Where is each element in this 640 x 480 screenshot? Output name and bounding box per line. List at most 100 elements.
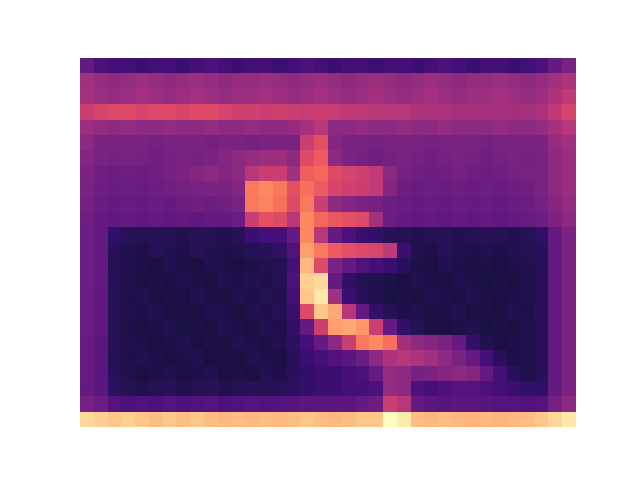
cell bbox=[438, 73, 452, 89]
cell bbox=[383, 166, 397, 182]
cell bbox=[190, 273, 204, 289]
cell bbox=[480, 289, 494, 305]
cell bbox=[480, 243, 494, 259]
cell bbox=[356, 227, 370, 243]
cell bbox=[80, 73, 94, 89]
cell bbox=[356, 304, 370, 320]
cell bbox=[94, 412, 108, 427]
cell bbox=[163, 258, 177, 274]
cell bbox=[397, 412, 411, 427]
cell bbox=[121, 227, 135, 243]
cell bbox=[190, 350, 204, 366]
cell bbox=[507, 319, 521, 335]
cell bbox=[493, 289, 507, 305]
cell bbox=[259, 335, 273, 351]
cell bbox=[273, 212, 287, 228]
cell bbox=[300, 73, 314, 89]
cell bbox=[369, 212, 383, 228]
cell bbox=[438, 350, 452, 366]
cell bbox=[204, 104, 218, 120]
cell bbox=[397, 73, 411, 89]
cell bbox=[493, 273, 507, 289]
chart bbox=[0, 0, 640, 480]
cell bbox=[397, 104, 411, 120]
cell bbox=[562, 381, 576, 397]
cell bbox=[300, 196, 314, 212]
cell bbox=[369, 273, 383, 289]
cell bbox=[328, 73, 342, 89]
cell bbox=[493, 104, 507, 120]
cell bbox=[452, 396, 466, 412]
cell bbox=[190, 227, 204, 243]
cell bbox=[190, 366, 204, 382]
cell bbox=[135, 166, 149, 182]
cell bbox=[328, 227, 342, 243]
cell bbox=[452, 227, 466, 243]
cell bbox=[314, 181, 328, 197]
cell bbox=[80, 350, 94, 366]
cell bbox=[135, 396, 149, 412]
cell bbox=[287, 58, 301, 74]
cell bbox=[163, 366, 177, 382]
cell bbox=[287, 396, 301, 412]
cell bbox=[314, 350, 328, 366]
cell bbox=[535, 181, 549, 197]
cell bbox=[424, 335, 438, 351]
cell bbox=[80, 273, 94, 289]
cell bbox=[369, 73, 383, 89]
cell bbox=[287, 412, 301, 427]
cell bbox=[80, 412, 94, 427]
cell bbox=[245, 104, 259, 120]
cell bbox=[108, 304, 122, 320]
cell bbox=[480, 58, 494, 74]
cell bbox=[342, 89, 356, 105]
cell bbox=[149, 289, 163, 305]
cell bbox=[245, 150, 259, 166]
cell bbox=[273, 58, 287, 74]
cell bbox=[438, 396, 452, 412]
cell bbox=[521, 243, 535, 259]
cell bbox=[493, 120, 507, 136]
cell bbox=[493, 304, 507, 320]
cell bbox=[356, 273, 370, 289]
cell bbox=[300, 258, 314, 274]
cell bbox=[521, 289, 535, 305]
cell bbox=[356, 104, 370, 120]
cell bbox=[383, 227, 397, 243]
cell bbox=[314, 135, 328, 151]
cell bbox=[300, 273, 314, 289]
cell bbox=[190, 166, 204, 182]
cell bbox=[535, 89, 549, 105]
cell bbox=[135, 412, 149, 427]
cell bbox=[535, 166, 549, 182]
cell bbox=[452, 135, 466, 151]
cell bbox=[521, 381, 535, 397]
cell bbox=[232, 273, 246, 289]
cell bbox=[452, 212, 466, 228]
cell bbox=[190, 58, 204, 74]
cell bbox=[562, 350, 576, 366]
cell bbox=[163, 350, 177, 366]
cell bbox=[218, 412, 232, 427]
cell bbox=[535, 212, 549, 228]
cell bbox=[176, 73, 190, 89]
cell bbox=[328, 181, 342, 197]
cell bbox=[507, 73, 521, 89]
cell bbox=[356, 89, 370, 105]
cell bbox=[190, 335, 204, 351]
cell bbox=[328, 396, 342, 412]
cell bbox=[342, 273, 356, 289]
cell bbox=[480, 73, 494, 89]
cell bbox=[466, 304, 480, 320]
cell bbox=[521, 73, 535, 89]
cell bbox=[562, 212, 576, 228]
cell bbox=[108, 181, 122, 197]
cell bbox=[218, 381, 232, 397]
cell bbox=[342, 289, 356, 305]
cell bbox=[383, 135, 397, 151]
cell bbox=[259, 396, 273, 412]
cell bbox=[94, 381, 108, 397]
cell bbox=[232, 350, 246, 366]
cell bbox=[480, 120, 494, 136]
cell bbox=[438, 335, 452, 351]
